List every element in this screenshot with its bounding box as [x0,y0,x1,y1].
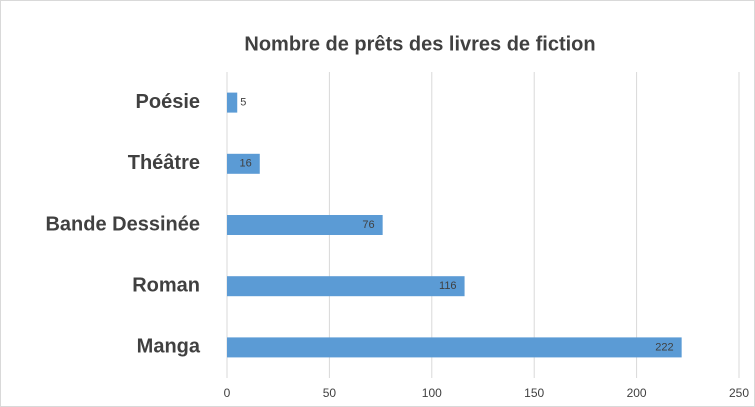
bar [227,153,260,174]
y-tick-label: Roman [132,274,200,296]
chart-title: Nombre de prêts des livres de fiction [244,33,595,55]
x-tick-label: 150 [524,386,544,400]
data-label: 76 [362,219,374,231]
data-label: 16 [240,158,252,170]
bar [227,276,465,297]
data-label: 116 [439,280,457,292]
x-tick-label: 0 [224,386,231,400]
x-tick-label: 250 [729,386,749,400]
bar [227,215,383,235]
bar [227,92,238,113]
y-tick-label: Théâtre [128,152,200,174]
data-label: 5 [240,97,246,109]
x-tick-label: 200 [627,386,647,400]
x-tick-label: 50 [323,386,337,400]
bar [227,337,682,358]
y-tick-label: Bande Dessinée [45,213,200,235]
y-tick-label: Poésie [136,91,200,113]
data-label: 222 [655,341,673,353]
y-tick-label: Manga [137,336,201,358]
x-tick-label: 100 [422,386,442,400]
